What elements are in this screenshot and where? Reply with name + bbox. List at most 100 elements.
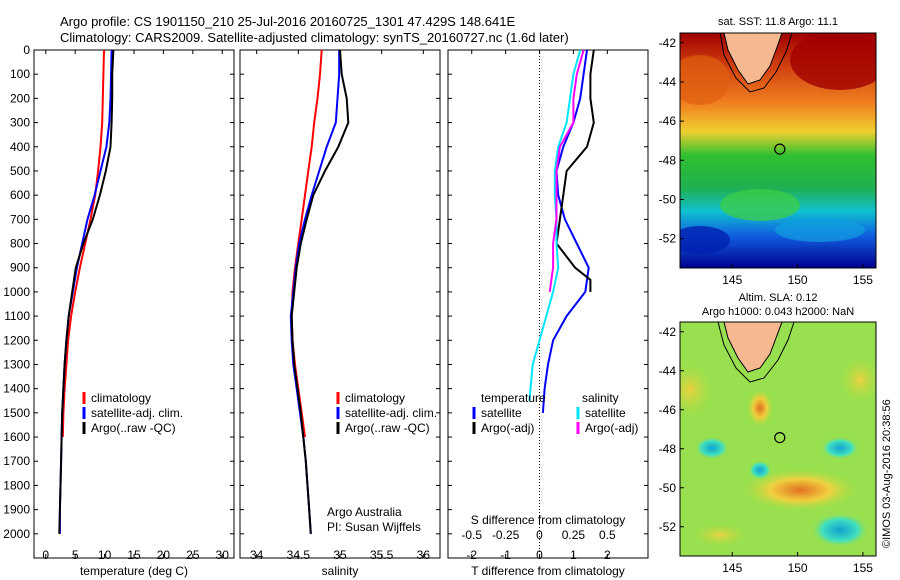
tasmania-land — [723, 33, 783, 85]
s-x-tick-label: 0.25 — [562, 528, 586, 542]
credit-pi: PI: Susan Wijffels — [327, 520, 421, 534]
legend-label: Argo(-adj) — [585, 421, 638, 435]
sst-argo-position-marker — [774, 143, 786, 155]
legend-label: satellite — [585, 406, 626, 420]
depth-tick-label: 200 — [10, 91, 30, 105]
temperature-x-label: temperature (deg C) — [80, 564, 188, 578]
salinity-panel: 34 34.5 35 35.5 36 salinity climatologysatel… — [239, 49, 441, 578]
sla-map-title-2: Argo h1000: 0.043 h2000: NaN — [702, 306, 854, 318]
map-x-tick-label: 155 — [853, 561, 873, 575]
x-tick-label: 25 — [186, 548, 200, 562]
map-y-tick-label: -42 — [659, 36, 677, 50]
x-tick-label: 35 — [333, 548, 347, 562]
map-y-tick-label: -42 — [659, 325, 677, 339]
depth-tick-label: 100 — [10, 67, 30, 81]
sla-map-title-1: Altim. SLA: 0.12 — [739, 292, 818, 304]
depth-tick-label: 700 — [10, 212, 30, 226]
map-y-tick-label: -52 — [659, 232, 677, 246]
depth-tick-labels: 0 100 200 300 400 500 600 700 800 900 1000 1100 1200… — [3, 43, 648, 541]
depth-tick-label: 1100 — [4, 309, 30, 323]
depth-tick-label: 1500 — [3, 406, 30, 420]
salinity-x-label: salinity — [322, 564, 359, 578]
series-line-climatology — [61, 49, 105, 438]
series-line-argo-raw-qc- — [58, 49, 115, 534]
sst-map-contour — [719, 33, 793, 93]
legend-label: Argo(-adj) — [481, 421, 534, 435]
sst-map-frame — [679, 32, 877, 269]
map-x-tick-label: 145 — [722, 561, 742, 575]
series-line-satellite — [541, 49, 590, 413]
depth-tick-label: 1300 — [3, 357, 30, 371]
legend-label: Argo(..raw -QC) — [345, 421, 430, 435]
x-tick-label: 20 — [157, 548, 171, 562]
difference-legend: temperaturesatelliteArgo(-adj)salinitysa… — [472, 391, 638, 435]
map-y-tick-label: -48 — [659, 153, 677, 167]
depth-tick-label: 1600 — [3, 430, 30, 444]
depth-tick-label: 600 — [10, 188, 30, 202]
series-line-argo-raw-qc- — [290, 49, 350, 534]
x-tick-label: 0 — [536, 548, 543, 562]
sla-map-frame — [679, 321, 877, 557]
depth-tick-label: 0 — [23, 43, 30, 57]
map-y-tick-label: -48 — [659, 442, 677, 456]
s-difference-label: S difference from climatology — [471, 513, 626, 527]
map-y-tick-label: -46 — [659, 403, 677, 417]
legend-label: climatology — [91, 391, 151, 405]
tasmania-land-2 — [723, 322, 783, 373]
x-tick-label: 36 — [417, 548, 431, 562]
difference-lines — [528, 49, 595, 413]
depth-tick-label: 900 — [10, 261, 30, 275]
salinity-plot-frame — [239, 49, 441, 559]
map-y-tick-label: -46 — [659, 114, 677, 128]
depth-tick-label: 1700 — [3, 454, 30, 468]
difference-panel: -2 -1 0 1 2 -0.5 -0.25 0 0.25 0.5 S difference fr… — [447, 49, 649, 578]
series-line-argo-adj- — [548, 49, 585, 293]
t-difference-label: T difference from climatology — [471, 564, 625, 578]
sla-map-ticks: 145 150 155 -42 -44 -46 -48 -50 -52 — [659, 325, 874, 575]
sla-argo-position-marker — [774, 432, 786, 444]
header-line-1: Argo profile: CS 1901150_210 25-Jul-2016… — [60, 14, 515, 29]
temperature-panel: 0100200300400500600700800900100011001200… — [3, 43, 648, 578]
depth-tick-label: 1800 — [3, 478, 30, 492]
sst-map: sat. SST: 11.8 Argo: 11.1 145 150 155 -42 -4… — [659, 16, 877, 287]
credit-argo-australia: Argo Australia — [327, 505, 402, 519]
series-line-argo-adj- — [555, 49, 595, 292]
temperature-plot-frame — [33, 49, 235, 559]
x-tick-label: 34.5 — [287, 548, 311, 562]
map-x-tick-label: 150 — [788, 273, 808, 287]
x-tick-label: 15 — [127, 548, 141, 562]
map-y-tick-label: -50 — [659, 192, 677, 206]
temperature-lines — [58, 49, 115, 534]
header-line-2: Climatology: CARS2009. Satellite-adjuste… — [60, 30, 569, 45]
series-line-satellite-adj-clim- — [58, 49, 113, 534]
legend-label: satellite-adj. clim. — [91, 406, 183, 420]
imos-stamp: ©IMOS 03-Aug-2016 20:38:56 — [881, 399, 893, 548]
legend-label: satellite-adj. clim. — [345, 406, 437, 420]
x-tick-label: 2 — [604, 548, 611, 562]
sst-map-title: sat. SST: 11.8 Argo: 11.1 — [718, 16, 838, 28]
sla-map-contour — [717, 322, 795, 383]
s-x-tick-label: 0.5 — [599, 528, 616, 542]
map-x-tick-label: 155 — [853, 273, 873, 287]
x-tick-label: 30 — [216, 548, 230, 562]
depth-tick-label: 1400 — [3, 382, 30, 396]
s-x-tick-label: 0 — [536, 528, 543, 542]
depth-tick-label: 300 — [10, 116, 30, 130]
x-tick-label: 34 — [250, 548, 264, 562]
legend-label: satellite — [481, 406, 522, 420]
temperature-x-ticks: 0 5 10 15 20 25 30 — [42, 50, 229, 562]
depth-tick-label: 1000 — [3, 285, 30, 299]
x-tick-label: 5 — [72, 548, 79, 562]
map-x-tick-label: 150 — [788, 561, 808, 575]
x-tick-label: 10 — [98, 548, 112, 562]
sla-map: Altim. SLA: 0.12 Argo h1000: 0.043 h2000… — [659, 292, 893, 575]
depth-tick-label: 800 — [10, 237, 30, 251]
legend-label: Argo(..raw -QC) — [91, 421, 176, 435]
depth-tick-label: 1900 — [3, 503, 30, 517]
x-tick-label: -1 — [500, 548, 511, 562]
s-x-tick-label: -0.25 — [492, 528, 520, 542]
depth-tick-label: 400 — [10, 140, 30, 154]
legend-group-title: salinity — [582, 391, 619, 405]
